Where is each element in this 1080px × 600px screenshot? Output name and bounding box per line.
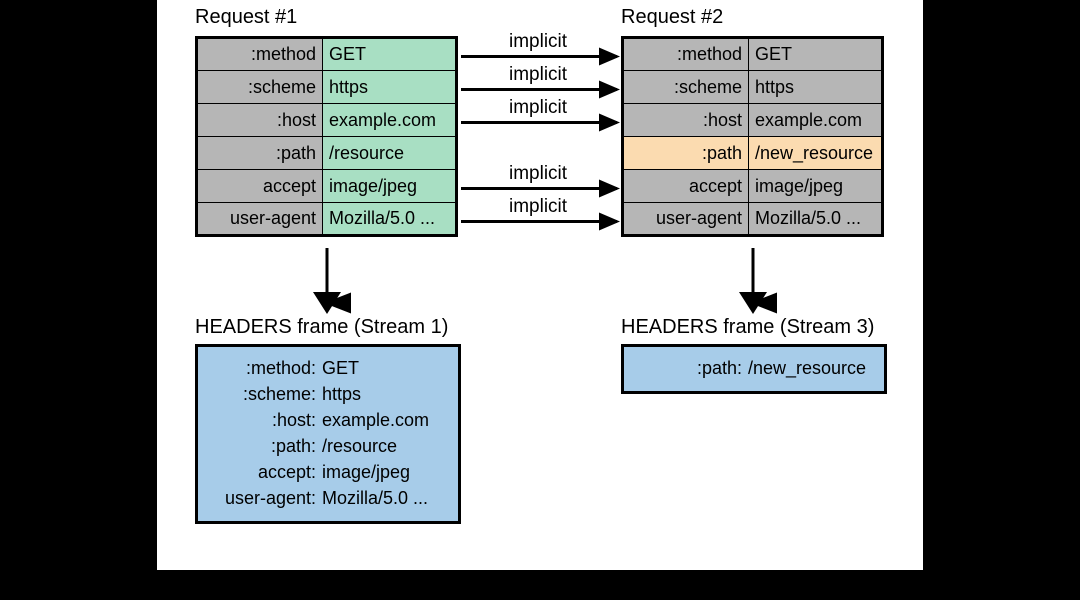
request1-val: https <box>323 71 457 104</box>
implicit-label: implicit <box>509 97 567 119</box>
request2-key: :scheme <box>623 71 749 104</box>
request2-title: Request #2 <box>621 6 723 29</box>
frame1-line-key: :method: <box>212 355 322 381</box>
request2-key: :method <box>623 38 749 71</box>
frame1-line: user-agent:Mozilla/5.0 ... <box>212 485 444 511</box>
frame1-line-key: :path: <box>212 433 322 459</box>
implicit-label: implicit <box>509 64 567 86</box>
request2-row: :path/new_resource <box>623 137 883 170</box>
implicit-label: implicit <box>509 163 567 185</box>
frame2-line-val: /new_resource <box>748 355 866 381</box>
request2-row: user-agentMozilla/5.0 ... <box>623 203 883 236</box>
request2-val: /new_resource <box>749 137 883 170</box>
frame1-line-key: :scheme: <box>212 381 322 407</box>
diagram-canvas: Request #1 :methodGET:schemehttps:hostex… <box>157 0 923 570</box>
implicit-label: implicit <box>509 196 567 218</box>
frame2-line-key: :path: <box>638 355 748 381</box>
request2-row: :methodGET <box>623 38 883 71</box>
request1-title: Request #1 <box>195 6 297 29</box>
frame1-box: :method:GET:scheme:https:host:example.co… <box>195 344 461 524</box>
frame1-line: :scheme:https <box>212 381 444 407</box>
request2-row: :schemehttps <box>623 71 883 104</box>
frame1-line-val: /resource <box>322 433 397 459</box>
frame1-line-key: user-agent: <box>212 485 322 511</box>
frame1-line-val: example.com <box>322 407 429 433</box>
frame1-line-val: image/jpeg <box>322 459 410 485</box>
request1-key: accept <box>197 170 323 203</box>
frame2-line: :path:/new_resource <box>638 355 870 381</box>
request2-val: GET <box>749 38 883 71</box>
frame1-line-val: GET <box>322 355 359 381</box>
request1-row: acceptimage/jpeg <box>197 170 457 203</box>
implicit-label: implicit <box>509 31 567 53</box>
frame1-line-val: Mozilla/5.0 ... <box>322 485 428 511</box>
request1-key: user-agent <box>197 203 323 236</box>
request1-row: user-agentMozilla/5.0 ... <box>197 203 457 236</box>
request1-row: :path/resource <box>197 137 457 170</box>
request2-val: https <box>749 71 883 104</box>
frame1-line: accept:image/jpeg <box>212 459 444 485</box>
frame1-line-key: :host: <box>212 407 322 433</box>
request1-row: :methodGET <box>197 38 457 71</box>
frame1-line: :path:/resource <box>212 433 444 459</box>
request2-key: :path <box>623 137 749 170</box>
request1-val: example.com <box>323 104 457 137</box>
request1-key: :scheme <box>197 71 323 104</box>
request2-key: accept <box>623 170 749 203</box>
request1-val: Mozilla/5.0 ... <box>323 203 457 236</box>
frame2-box: :path:/new_resource <box>621 344 887 394</box>
frame2-title: HEADERS frame (Stream 3) <box>621 316 874 339</box>
request2-key: user-agent <box>623 203 749 236</box>
request1-val: GET <box>323 38 457 71</box>
frame1-line-val: https <box>322 381 361 407</box>
frame1-line: :host:example.com <box>212 407 444 433</box>
request1-table: :methodGET:schemehttps:hostexample.com:p… <box>195 36 458 237</box>
request1-key: :method <box>197 38 323 71</box>
request1-val: image/jpeg <box>323 170 457 203</box>
request1-val: /resource <box>323 137 457 170</box>
request2-key: :host <box>623 104 749 137</box>
request1-row: :hostexample.com <box>197 104 457 137</box>
request2-table: :methodGET:schemehttps:hostexample.com:p… <box>621 36 884 237</box>
request2-row: acceptimage/jpeg <box>623 170 883 203</box>
request1-key: :path <box>197 137 323 170</box>
request1-key: :host <box>197 104 323 137</box>
frame1-title: HEADERS frame (Stream 1) <box>195 316 448 339</box>
request2-row: :hostexample.com <box>623 104 883 137</box>
frame1-line-key: accept: <box>212 459 322 485</box>
request1-row: :schemehttps <box>197 71 457 104</box>
frame1-line: :method:GET <box>212 355 444 381</box>
request2-val: image/jpeg <box>749 170 883 203</box>
request2-val: Mozilla/5.0 ... <box>749 203 883 236</box>
request2-val: example.com <box>749 104 883 137</box>
